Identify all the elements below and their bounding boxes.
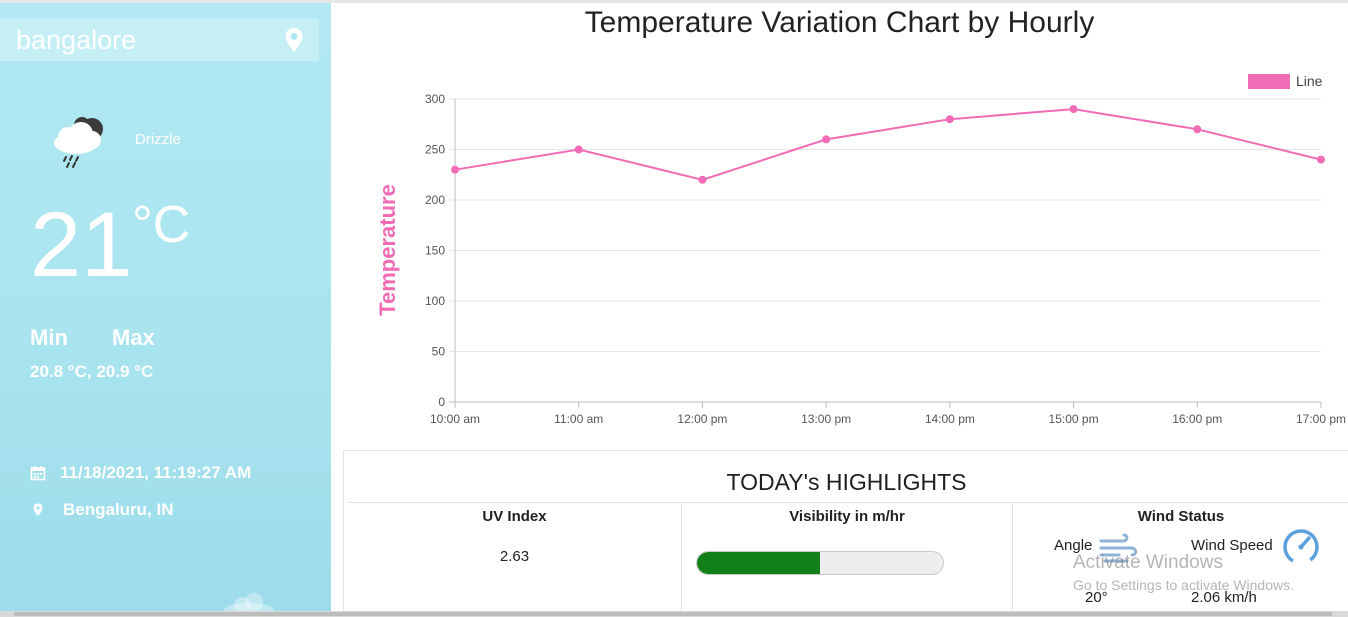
rain-cloud-icon bbox=[54, 117, 103, 168]
current-temperature: 21 bbox=[30, 194, 133, 296]
wind-speed-value: 2.06 km/h bbox=[1191, 589, 1257, 606]
data-point bbox=[451, 165, 459, 174]
wind-status-card: Wind Status Angle Wind Speed 20° 2.06 km… bbox=[1013, 503, 1348, 613]
top-border bbox=[0, 0, 1348, 3]
visibility-progress-bar bbox=[696, 551, 944, 575]
max-label: Max bbox=[112, 325, 155, 350]
x-tick-label: 17:00 pm bbox=[1296, 412, 1346, 426]
location-text: Bengaluru, IN bbox=[63, 500, 174, 519]
data-point bbox=[1317, 155, 1325, 164]
uv-index-title: UV Index bbox=[482, 508, 547, 525]
gauge-icon bbox=[1283, 529, 1319, 565]
y-tick-label: 200 bbox=[425, 193, 445, 207]
legend-label: Line bbox=[1296, 73, 1323, 89]
visibility-card: Visibility in m/hr bbox=[682, 503, 1013, 613]
datetime-text: 11/18/2021, 11:19:27 AM bbox=[60, 463, 252, 482]
data-point bbox=[698, 175, 707, 184]
data-point bbox=[574, 145, 583, 154]
wind-angle-value: 20° bbox=[1085, 589, 1108, 606]
uv-index-value: 2.63 bbox=[499, 548, 530, 565]
data-point bbox=[1193, 125, 1202, 134]
legend-swatch bbox=[1248, 74, 1290, 89]
data-point bbox=[945, 115, 954, 124]
x-tick-label: 15:00 pm bbox=[1049, 412, 1099, 426]
y-tick-label: 100 bbox=[425, 294, 445, 308]
data-point bbox=[1069, 105, 1078, 114]
activate-windows-hint: Go to Settings to activate Windows. bbox=[1073, 577, 1294, 593]
series-line bbox=[454, 108, 1322, 181]
temperature-line-chart: 0 50 100 150 200 250 300 10:00 am 11:00 am 12:00 … bbox=[375, 73, 1346, 426]
y-tick-label: 300 bbox=[425, 92, 445, 106]
activate-windows-watermark: Activate Windows bbox=[1073, 552, 1223, 573]
weather-condition: Drizzle bbox=[135, 131, 181, 148]
y-axis-title: Temperature bbox=[375, 184, 400, 316]
map-pin-icon bbox=[33, 503, 43, 516]
highlights-panel: TODAY's HIGHLIGHTS UV Index 2.63 Visibil… bbox=[343, 450, 1348, 613]
chart-title: Temperature Variation Chart by Hourly bbox=[584, 6, 1095, 39]
wind-speed-label: Wind Speed bbox=[1191, 537, 1273, 554]
location-row: Bengaluru, IN bbox=[30, 500, 174, 520]
search-box bbox=[0, 19, 319, 61]
wind-icon bbox=[1099, 533, 1138, 563]
x-tick-label: 12:00 pm bbox=[677, 412, 727, 426]
highlights-title: TODAY's HIGHLIGHTS bbox=[726, 469, 967, 495]
min-max-labels: Min Max bbox=[30, 325, 155, 351]
x-tick-label: 16:00 pm bbox=[1172, 412, 1222, 426]
highlights-divider bbox=[348, 502, 1348, 503]
y-tick-label: 150 bbox=[425, 244, 445, 258]
visibility-title: Visibility in m/hr bbox=[789, 508, 905, 525]
location-pin-icon[interactable] bbox=[284, 27, 304, 53]
x-tick-label: 14:00 pm bbox=[925, 412, 975, 426]
x-tick-label: 10:00 am bbox=[430, 412, 480, 426]
wind-angle-label: Angle bbox=[1054, 537, 1093, 554]
y-tick-label: 0 bbox=[438, 395, 445, 409]
datetime-row: 11/18/2021, 11:19:27 AM bbox=[30, 463, 251, 483]
city-search-input[interactable] bbox=[16, 23, 276, 57]
y-tick-label: 50 bbox=[432, 345, 446, 359]
visibility-progress-fill bbox=[697, 552, 820, 574]
x-tick-label: 13:00 pm bbox=[801, 412, 851, 426]
horizontal-scrollbar[interactable] bbox=[0, 611, 1348, 617]
calendar-icon bbox=[30, 466, 46, 481]
min-max-values: 20.8 °C, 20.9 °C bbox=[30, 362, 154, 381]
min-label: Min bbox=[30, 325, 68, 350]
x-tick-label: 11:00 am bbox=[554, 412, 603, 426]
uv-index-card: UV Index 2.63 bbox=[348, 503, 682, 613]
y-tick-label: 250 bbox=[425, 143, 445, 157]
sidebar: Drizzle 21 °C Min Max 20.8 °C, 20.9 °C 11… bbox=[0, 3, 331, 615]
data-point bbox=[822, 135, 831, 144]
scrollbar-thumb[interactable] bbox=[14, 612, 1332, 616]
temperature-unit: °C bbox=[132, 196, 191, 254]
wind-status-title: Wind Status bbox=[1137, 508, 1225, 525]
